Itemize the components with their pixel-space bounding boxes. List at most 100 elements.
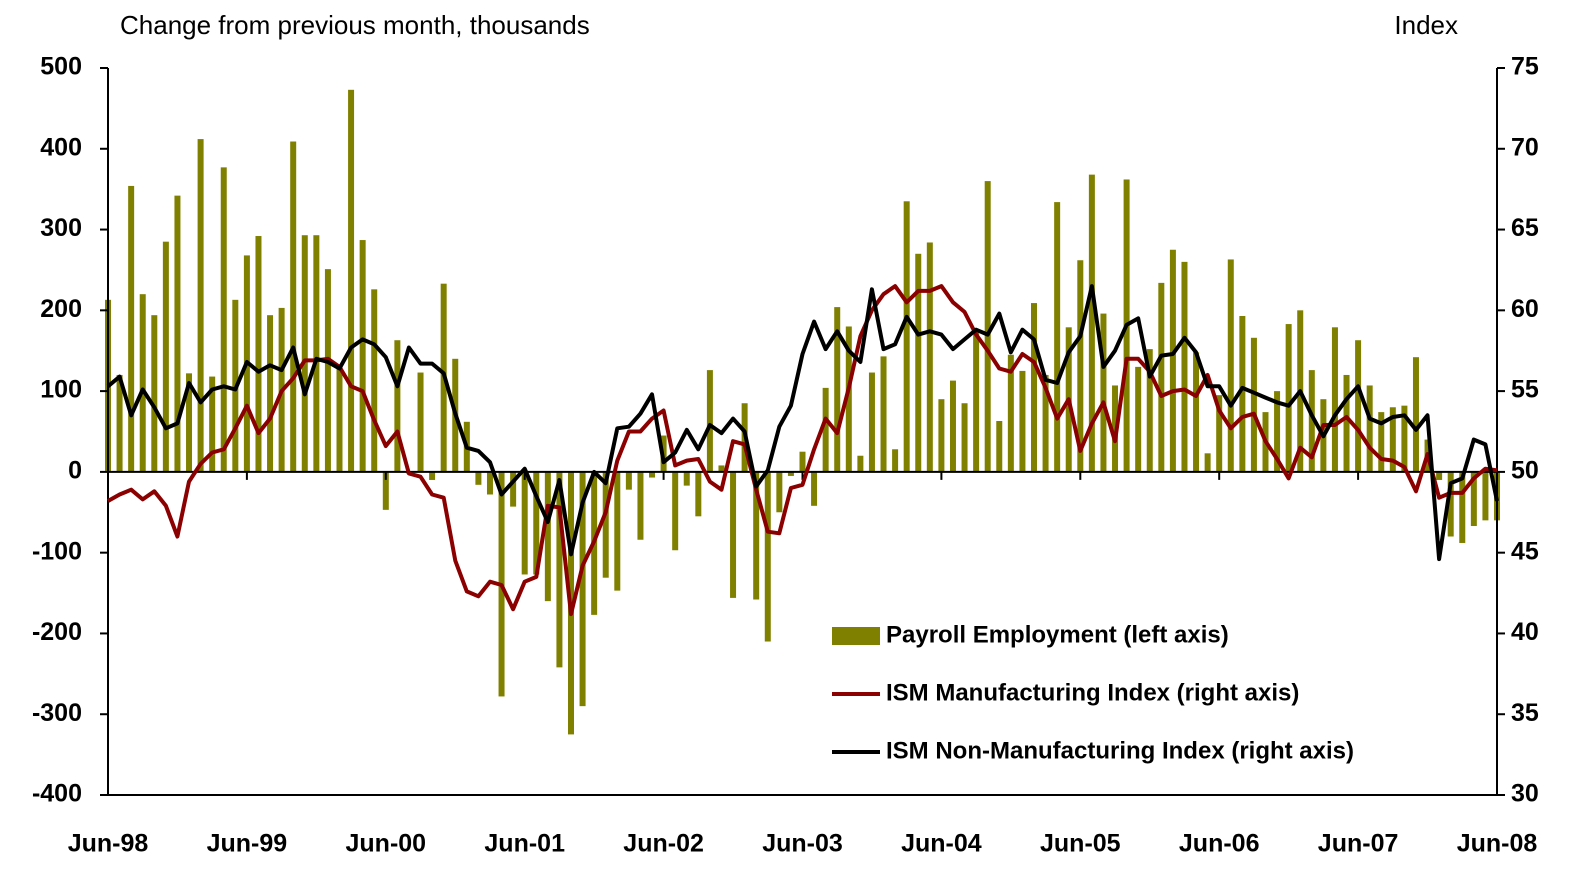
bar bbox=[811, 471, 818, 506]
bar bbox=[1193, 352, 1200, 472]
bar bbox=[486, 471, 493, 495]
legend-swatch bbox=[832, 627, 880, 645]
bar bbox=[1227, 259, 1234, 472]
bar bbox=[290, 141, 297, 472]
y-tick-label: 500 bbox=[40, 53, 82, 81]
y2-axis-label: Index bbox=[1394, 10, 1458, 40]
y2-tick-label: 55 bbox=[1511, 376, 1539, 404]
bar bbox=[938, 399, 945, 472]
x-tick-label: Jun-07 bbox=[1318, 830, 1399, 858]
legend-label: ISM Non-Manufacturing Index (right axis) bbox=[886, 737, 1354, 764]
y-tick-label: -300 bbox=[32, 699, 82, 727]
x-tick-label: Jun-98 bbox=[68, 830, 149, 858]
bar bbox=[1031, 303, 1037, 472]
bar bbox=[336, 366, 343, 472]
bar bbox=[1204, 453, 1211, 472]
bar bbox=[649, 471, 656, 478]
y2-tick-label: 65 bbox=[1511, 214, 1539, 242]
bar bbox=[892, 449, 899, 472]
bar bbox=[359, 240, 366, 472]
bar bbox=[730, 471, 737, 598]
bar bbox=[475, 471, 482, 485]
bar bbox=[996, 420, 1003, 472]
bar bbox=[394, 340, 401, 472]
bar bbox=[301, 235, 308, 472]
bar bbox=[1077, 260, 1084, 472]
bar bbox=[1389, 407, 1396, 472]
line-series bbox=[106, 284, 1499, 562]
x-tick-label: Jun-04 bbox=[901, 830, 982, 858]
bar bbox=[324, 269, 331, 472]
bar bbox=[371, 289, 378, 472]
y2-tick-label: 50 bbox=[1511, 456, 1539, 484]
y-tick-label: 100 bbox=[40, 376, 82, 404]
bar bbox=[116, 374, 123, 472]
bar bbox=[695, 471, 702, 517]
bar bbox=[348, 89, 355, 472]
bar bbox=[718, 465, 725, 472]
bar bbox=[915, 253, 922, 472]
bar bbox=[417, 372, 424, 472]
bar bbox=[1436, 471, 1443, 480]
x-tick-label: Jun-99 bbox=[207, 830, 288, 858]
bar bbox=[1135, 366, 1142, 472]
bar bbox=[637, 471, 644, 540]
bar bbox=[162, 241, 169, 472]
bar bbox=[313, 235, 320, 472]
y2-tick-label: 75 bbox=[1511, 53, 1539, 81]
bar bbox=[602, 471, 609, 578]
bar bbox=[1343, 374, 1350, 472]
legend-label: ISM Manufacturing Index (right axis) bbox=[886, 679, 1299, 706]
y2-tick-label: 70 bbox=[1511, 133, 1539, 161]
bar bbox=[787, 471, 794, 476]
bar bbox=[510, 471, 517, 507]
bar bbox=[1470, 471, 1477, 527]
bar bbox=[961, 403, 968, 472]
bar bbox=[1274, 391, 1281, 472]
bar bbox=[139, 294, 146, 472]
y-tick-label: 0 bbox=[68, 456, 82, 484]
bar bbox=[255, 236, 262, 472]
bar bbox=[683, 471, 690, 486]
bar bbox=[1054, 202, 1061, 472]
bar bbox=[984, 181, 991, 472]
bar bbox=[672, 471, 679, 551]
y-tick-label: -100 bbox=[32, 537, 82, 565]
bar bbox=[197, 139, 204, 472]
bar bbox=[220, 167, 227, 472]
bar bbox=[1216, 395, 1223, 472]
bar bbox=[1007, 354, 1014, 472]
bar bbox=[1482, 471, 1489, 521]
bar bbox=[1239, 315, 1246, 472]
bar bbox=[1042, 374, 1049, 472]
y-tick-label: -400 bbox=[32, 780, 82, 808]
bar bbox=[544, 471, 551, 602]
bar bbox=[1331, 327, 1338, 472]
bar bbox=[625, 471, 632, 490]
x-tick-label: Jun-01 bbox=[484, 830, 565, 858]
bar bbox=[1019, 370, 1026, 472]
x-tick-label: Jun-02 bbox=[623, 830, 704, 858]
bar bbox=[706, 370, 713, 472]
y-tick-label: -200 bbox=[32, 618, 82, 646]
bar bbox=[382, 471, 389, 510]
bar bbox=[151, 315, 158, 472]
bar bbox=[834, 307, 841, 472]
bar bbox=[1459, 471, 1466, 543]
bar bbox=[753, 471, 760, 600]
bar bbox=[1169, 249, 1176, 472]
bar bbox=[1355, 340, 1362, 472]
y2-tick-label: 45 bbox=[1511, 537, 1539, 565]
bar bbox=[1088, 174, 1095, 472]
bar bbox=[822, 387, 829, 472]
bar bbox=[949, 380, 956, 472]
bar bbox=[1401, 405, 1408, 472]
bar bbox=[903, 201, 910, 472]
bar bbox=[1378, 412, 1385, 472]
bar bbox=[556, 471, 563, 668]
bar bbox=[1412, 357, 1419, 472]
bar bbox=[521, 471, 528, 575]
bar bbox=[1100, 313, 1107, 472]
bar bbox=[1158, 282, 1165, 472]
